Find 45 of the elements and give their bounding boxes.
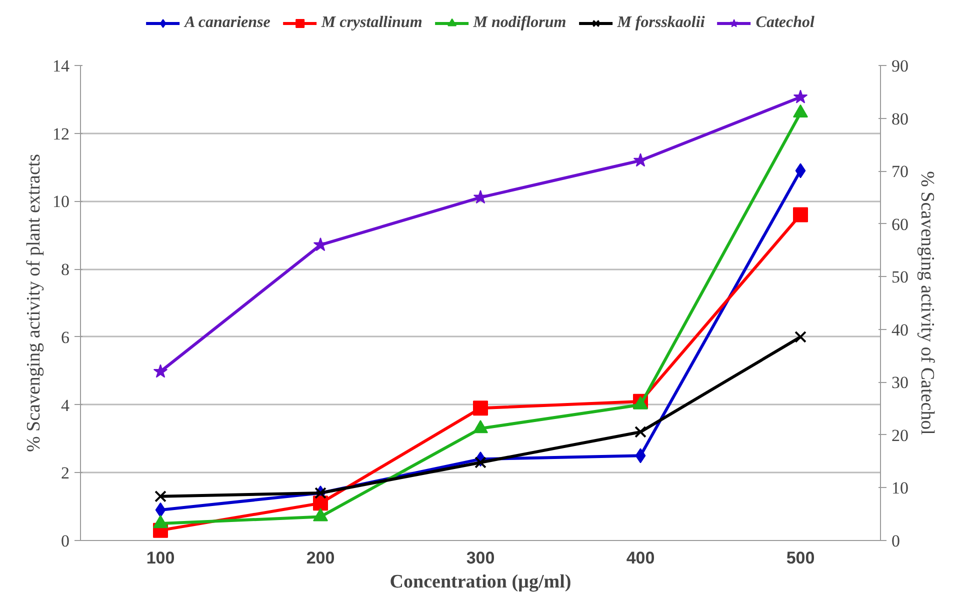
point — [633, 153, 648, 167]
point — [474, 456, 486, 468]
y-tick-label: 12 — [52, 124, 70, 144]
y2-tick-label: 10 — [892, 478, 908, 498]
x-tick-label: 400 — [626, 548, 655, 568]
legend-label: Catechol — [756, 14, 814, 32]
y2-axis-title: % Scavenging activity of Catechol — [916, 171, 938, 435]
point — [635, 448, 646, 464]
y2-tick-label: 50 — [892, 268, 908, 287]
point — [794, 330, 806, 343]
y2-tick-label: 60 — [892, 214, 908, 234]
legend-label: M forsskaolii — [617, 14, 705, 32]
y2-tick-label: 70 — [892, 162, 908, 182]
y-tick-label: 10 — [52, 192, 70, 212]
y-tick-label: 2 — [61, 464, 70, 483]
x-tick-label: 300 — [466, 548, 495, 568]
point — [793, 207, 808, 222]
legend-label: M crystallinum — [321, 14, 422, 32]
y2-tick-label: 30 — [892, 373, 908, 392]
y-tick-label: 0 — [61, 532, 70, 550]
x-tick-label: 100 — [146, 548, 175, 568]
y-tick-label: 14 — [52, 56, 70, 76]
point — [473, 400, 488, 416]
y2-tick-label: 0 — [892, 532, 900, 550]
point — [473, 190, 488, 204]
x-tick-label: 200 — [306, 548, 335, 568]
y-tick-label: 8 — [61, 260, 70, 280]
point — [793, 90, 808, 104]
y2-tick-label: 80 — [892, 109, 908, 128]
y2-tick-label: 40 — [892, 320, 908, 340]
x-axis-title: Concentration (µg/ml) — [390, 572, 572, 592]
point — [153, 364, 168, 378]
legend-label: M nodiflorum — [473, 14, 566, 32]
legend-label: A canariense — [184, 14, 270, 32]
point — [634, 426, 646, 438]
x-tick-label: 500 — [786, 548, 815, 568]
y-tick-label: 4 — [61, 396, 70, 415]
point — [795, 163, 806, 178]
y-tick-label: 6 — [61, 328, 70, 347]
y2-tick-label: 90 — [892, 56, 908, 76]
y-axis-title: % Scavenging activity of plant extracts — [24, 154, 44, 452]
y2-tick-label: 20 — [892, 426, 908, 445]
point — [154, 490, 166, 502]
point — [313, 496, 328, 511]
point — [155, 502, 166, 518]
